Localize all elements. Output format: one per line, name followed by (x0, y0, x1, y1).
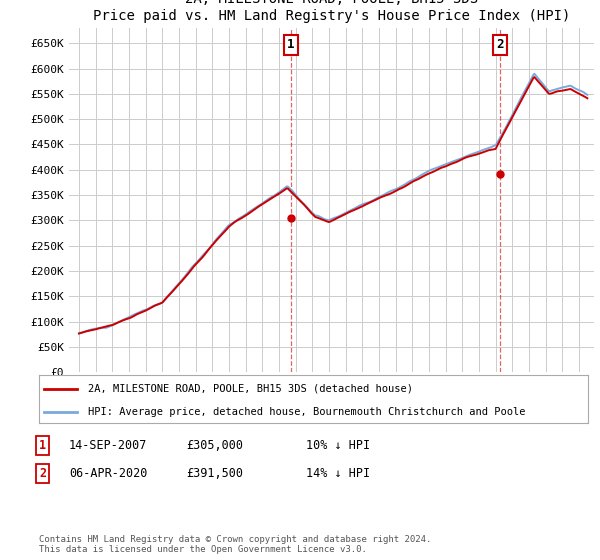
Text: HPI: Average price, detached house, Bournemouth Christchurch and Poole: HPI: Average price, detached house, Bour… (88, 407, 526, 417)
Text: 10% ↓ HPI: 10% ↓ HPI (306, 438, 370, 452)
Text: Contains HM Land Registry data © Crown copyright and database right 2024.
This d: Contains HM Land Registry data © Crown c… (39, 535, 431, 554)
Text: 06-APR-2020: 06-APR-2020 (69, 466, 148, 480)
Text: 14% ↓ HPI: 14% ↓ HPI (306, 466, 370, 480)
Text: £391,500: £391,500 (186, 466, 243, 480)
Text: 1: 1 (39, 438, 46, 452)
Text: 2: 2 (39, 466, 46, 480)
Title: 2A, MILESTONE ROAD, POOLE, BH15 3DS
Price paid vs. HM Land Registry's House Pric: 2A, MILESTONE ROAD, POOLE, BH15 3DS Pric… (93, 0, 570, 22)
Text: 2A, MILESTONE ROAD, POOLE, BH15 3DS (detached house): 2A, MILESTONE ROAD, POOLE, BH15 3DS (det… (88, 384, 413, 394)
Text: £305,000: £305,000 (186, 438, 243, 452)
Text: 14-SEP-2007: 14-SEP-2007 (69, 438, 148, 452)
Text: 2: 2 (496, 38, 503, 52)
Text: 1: 1 (287, 38, 295, 52)
